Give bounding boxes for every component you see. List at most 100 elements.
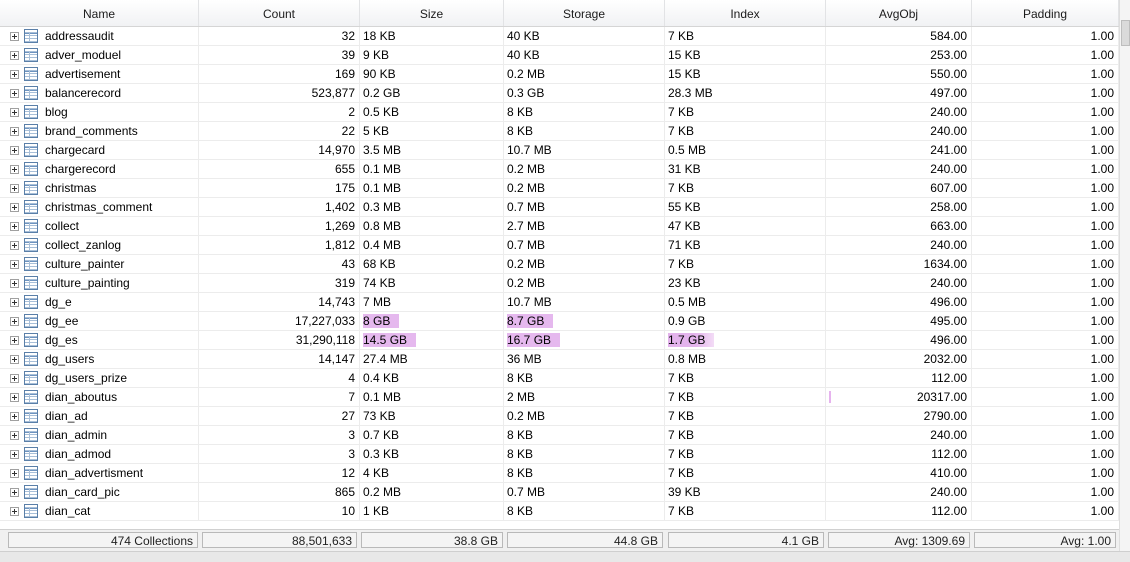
expand-plus-icon[interactable]	[10, 51, 19, 60]
expand-plus-icon[interactable]	[10, 488, 19, 497]
padding-value: 1.00	[1090, 124, 1114, 138]
storage-value: 8 KB	[507, 428, 534, 442]
expand-plus-icon[interactable]	[10, 336, 19, 345]
size-value: 68 KB	[363, 257, 396, 271]
expand-plus-icon[interactable]	[10, 146, 19, 155]
expand-plus-icon[interactable]	[10, 184, 19, 193]
expand-plus-icon[interactable]	[10, 469, 19, 478]
cell-padding: 1.00	[972, 179, 1119, 198]
cell-size: 0.2 GB	[360, 84, 504, 103]
cell-count: 43	[199, 255, 360, 274]
expand-plus-icon[interactable]	[10, 355, 19, 364]
collection-name: christmas_comment	[45, 200, 153, 214]
table-row[interactable]: dian_card_pic 865 0.2 MB 0.7 MB 39 KB 240.00 1…	[0, 483, 1119, 502]
cell-storage: 2 MB	[504, 388, 665, 407]
column-header-count[interactable]: Count	[199, 0, 360, 26]
cell-size: 0.5 KB	[360, 103, 504, 122]
cell-storage: 8 KB	[504, 103, 665, 122]
table-row[interactable]: dian_advertisment 12 4 KB 8 KB 7 KB 410.00 1.0…	[0, 464, 1119, 483]
table-row[interactable]: collect 1,269 0.8 MB 2.7 MB 47 KB 663.00 1.00	[0, 217, 1119, 236]
expand-plus-icon[interactable]	[10, 431, 19, 440]
table-row[interactable]: chargecard 14,970 3.5 MB 10.7 MB 0.5 MB 241.0…	[0, 141, 1119, 160]
cell-size: 7 MB	[360, 293, 504, 312]
expand-plus-icon[interactable]	[10, 32, 19, 41]
expand-plus-icon[interactable]	[10, 260, 19, 269]
table-row[interactable]: culture_painter 43 68 KB 0.2 MB 7 KB 1634.00 1…	[0, 255, 1119, 274]
storage-value: 0.2 MB	[507, 67, 546, 81]
cell-index: 15 KB	[665, 65, 826, 84]
size-value: 0.2 MB	[363, 485, 402, 499]
table-row[interactable]: chargerecord 655 0.1 MB 0.2 MB 31 KB 240.00 1.…	[0, 160, 1119, 179]
table-row[interactable]: culture_painting 319 74 KB 0.2 MB 23 KB 240.0…	[0, 274, 1119, 293]
cell-count: 175	[199, 179, 360, 198]
table-row[interactable]: christmas_comment 1,402 0.3 MB 0.7 MB 55 KB 2…	[0, 198, 1119, 217]
table-icon	[24, 238, 38, 252]
table-row[interactable]: brand_comments 22 5 KB 8 KB 7 KB 240.00 1.00	[0, 122, 1119, 141]
table-row[interactable]: advertisement 169 90 KB 0.2 MB 15 KB 550.00 1.…	[0, 65, 1119, 84]
footer-index: 4.1 GB	[668, 532, 824, 548]
table-row[interactable]: dg_users_prize 4 0.4 KB 8 KB 7 KB 112.00 1.00	[0, 369, 1119, 388]
expand-plus-icon[interactable]	[10, 108, 19, 117]
cell-padding: 1.00	[972, 312, 1119, 331]
cell-index: 7 KB	[665, 369, 826, 388]
scrollbar-thumb[interactable]	[1121, 20, 1130, 46]
table-row[interactable]: christmas 175 0.1 MB 0.2 MB 7 KB 607.00 1.00	[0, 179, 1119, 198]
table-row[interactable]: dg_e 14,743 7 MB 10.7 MB 0.5 MB 496.00 1.00	[0, 293, 1119, 312]
table-row[interactable]: dian_cat 10 1 KB 8 KB 7 KB 112.00 1.00	[0, 502, 1119, 521]
cell-index: 0.5 MB	[665, 293, 826, 312]
expand-plus-icon[interactable]	[10, 279, 19, 288]
index-value: 7 KB	[668, 504, 695, 518]
table-row[interactable]: adver_moduel 39 9 KB 40 KB 15 KB 253.00 1.00	[0, 46, 1119, 65]
column-header-storage[interactable]: Storage	[504, 0, 665, 26]
table-row[interactable]: blog 2 0.5 KB 8 KB 7 KB 240.00 1.00	[0, 103, 1119, 122]
expand-plus-icon[interactable]	[10, 165, 19, 174]
collection-name: dian_admod	[45, 447, 112, 461]
expand-plus-icon[interactable]	[10, 507, 19, 516]
avgobj-value: 112.00	[931, 371, 967, 385]
cell-index: 0.9 GB	[665, 312, 826, 331]
table-row[interactable]: dian_aboutus 7 0.1 MB 2 MB 7 KB 20317.00 1.00	[0, 388, 1119, 407]
column-header-name[interactable]: Name	[0, 0, 199, 26]
expand-plus-icon[interactable]	[10, 89, 19, 98]
column-header-padding[interactable]: Padding	[972, 0, 1119, 26]
padding-value: 1.00	[1090, 314, 1114, 328]
expand-plus-icon[interactable]	[10, 70, 19, 79]
expand-plus-icon[interactable]	[10, 412, 19, 421]
cell-avgobj: 241.00	[826, 141, 972, 160]
column-header-avgobj[interactable]: AvgObj	[826, 0, 972, 26]
cell-name: chargecard	[0, 141, 199, 160]
table-row[interactable]: collect_zanlog 1,812 0.4 MB 0.7 MB 71 KB 240.…	[0, 236, 1119, 255]
cell-name: dg_es	[0, 331, 199, 350]
column-header-size[interactable]: Size	[360, 0, 504, 26]
table-icon	[24, 105, 38, 119]
table-row[interactable]: dian_ad 27 73 KB 0.2 MB 7 KB 2790.00 1.00	[0, 407, 1119, 426]
expand-plus-icon[interactable]	[10, 450, 19, 459]
cell-count: 1,402	[199, 198, 360, 217]
footer-size: 38.8 GB	[361, 532, 503, 548]
cell-size: 0.1 MB	[360, 388, 504, 407]
expand-plus-icon[interactable]	[10, 127, 19, 136]
cell-avgobj: 2032.00	[826, 350, 972, 369]
table-row[interactable]: dian_admod 3 0.3 KB 8 KB 7 KB 112.00 1.00	[0, 445, 1119, 464]
expand-plus-icon[interactable]	[10, 317, 19, 326]
table-row[interactable]: dg_ee 17,227,033 8 GB 8.7 GB 0.9 GB 495.00 1.0…	[0, 312, 1119, 331]
table-row[interactable]: dian_admin 3 0.7 KB 8 KB 7 KB 240.00 1.00	[0, 426, 1119, 445]
storage-value: 40 KB	[507, 48, 540, 62]
expand-plus-icon[interactable]	[10, 393, 19, 402]
index-value: 7 KB	[668, 390, 695, 404]
expand-plus-icon[interactable]	[10, 241, 19, 250]
expand-plus-icon[interactable]	[10, 298, 19, 307]
expand-plus-icon[interactable]	[10, 222, 19, 231]
expand-plus-icon[interactable]	[10, 374, 19, 383]
column-header-index[interactable]: Index	[665, 0, 826, 26]
vertical-scrollbar[interactable]	[1119, 0, 1130, 551]
avgobj-value: 240.00	[930, 276, 967, 290]
table-row[interactable]: dg_es 31,290,118 14.5 GB 16.7 GB 1.7 GB 496.0…	[0, 331, 1119, 350]
table-row[interactable]: balancerecord 523,877 0.2 GB 0.3 GB 28.3 MB 4…	[0, 84, 1119, 103]
table-row[interactable]: dg_users 14,147 27.4 MB 36 MB 0.8 MB 2032.00 1…	[0, 350, 1119, 369]
avgobj-value: 410.00	[930, 466, 967, 480]
padding-value: 1.00	[1090, 295, 1114, 309]
table-row[interactable]: addressaudit 32 18 KB 40 KB 7 KB 584.00 1.00	[0, 27, 1119, 46]
cell-padding: 1.00	[972, 350, 1119, 369]
expand-plus-icon[interactable]	[10, 203, 19, 212]
